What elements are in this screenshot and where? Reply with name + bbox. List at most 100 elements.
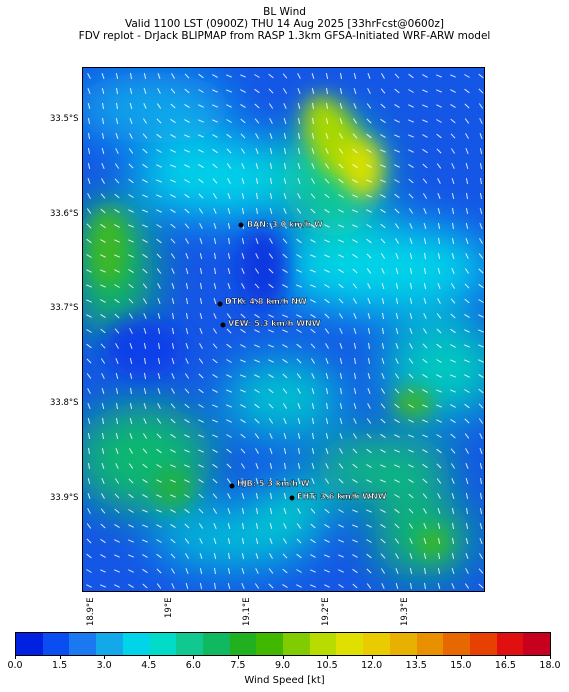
wind-arrow: [380, 568, 386, 574]
wind-arrow: [380, 509, 386, 513]
wind-arrow: [87, 162, 91, 170]
wind-arrow: [87, 117, 91, 125]
wind-arrow: [297, 388, 301, 394]
wind-arrow: [129, 118, 133, 124]
wind-arrow: [142, 554, 148, 558]
wind-arrow: [268, 283, 274, 289]
wind-arrow: [100, 523, 106, 529]
wind-arrow: [408, 73, 414, 79]
wind-arrow: [128, 493, 134, 499]
wind-arrow: [283, 177, 287, 185]
map-title: BL Wind: [263, 6, 306, 18]
wind-arrow: [86, 358, 92, 364]
wind-arrow: [254, 118, 260, 124]
wind-arrow: [394, 479, 400, 483]
wind-arrow: [338, 254, 344, 258]
wind-arrow: [185, 553, 189, 559]
wind-arrow: [422, 74, 428, 78]
wind-arrow: [296, 269, 302, 273]
wind-arrow: [408, 478, 414, 484]
wind-arrow: [184, 403, 190, 409]
wind-arrow: [478, 329, 484, 333]
wind-arrow: [436, 359, 442, 363]
colorbar-tick-mark: [104, 656, 106, 659]
wind-arrow: [311, 387, 315, 395]
wind-arrow: [240, 89, 246, 93]
wind-arrow: [143, 72, 147, 80]
wind-arrow: [100, 584, 106, 588]
wind-arrow: [352, 268, 358, 274]
wind-arrow: [129, 133, 133, 139]
wind-arrow: [170, 509, 176, 513]
wind-arrow: [170, 134, 176, 138]
wind-arrow: [479, 462, 483, 470]
wind-arrow: [394, 494, 400, 498]
wind-arrow: [367, 357, 371, 365]
wind-arrow: [367, 298, 371, 304]
wind-arrow: [114, 328, 120, 334]
wind-arrow: [325, 417, 329, 425]
wind-arrow: [156, 133, 162, 139]
wind-arrow: [172, 312, 174, 320]
wind-arrow: [464, 103, 470, 109]
wind-arrow: [116, 87, 118, 95]
wind-arrow: [157, 388, 161, 394]
wind-arrow: [198, 208, 204, 214]
wind-arrow: [198, 373, 204, 379]
wind-arrow: [240, 313, 246, 319]
wind-arrow: [325, 133, 329, 139]
wind-arrow: [450, 374, 456, 378]
wind-arrow: [143, 418, 147, 424]
wind-arrow: [282, 73, 288, 79]
colorbar-tick-mark: [193, 656, 195, 659]
wind-arrow: [156, 194, 162, 198]
wind-arrow: [100, 208, 106, 214]
wind-arrow: [423, 237, 427, 245]
wind-arrow: [170, 179, 176, 183]
wind-arrow: [465, 492, 469, 500]
wind-arrow: [156, 433, 162, 439]
wind-arrow: [339, 87, 343, 95]
wind-arrow: [142, 179, 148, 183]
wind-arrow: [367, 372, 371, 380]
wind-arrow: [451, 252, 455, 260]
colorbar-tick-mark: [148, 656, 150, 659]
wind-arrow: [325, 148, 329, 154]
wind-arrow: [325, 72, 329, 80]
wind-arrow: [479, 192, 483, 200]
wind-arrow: [87, 493, 91, 499]
wind-arrow: [478, 568, 484, 574]
wind-arrow: [465, 553, 469, 559]
wind-arrow: [128, 178, 134, 184]
wind-arrow: [212, 449, 218, 453]
wind-arrow: [282, 388, 288, 394]
wind-arrow: [86, 284, 92, 288]
wind-arrow: [242, 522, 244, 530]
wind-arrow: [101, 388, 105, 394]
wind-arrow: [296, 553, 302, 559]
wind-arrow: [366, 494, 372, 498]
wind-arrow: [366, 164, 372, 168]
wind-arrow: [353, 418, 357, 424]
wind-arrow: [142, 539, 148, 543]
wind-arrow: [255, 222, 259, 230]
wind-arrow: [241, 507, 245, 515]
wind-arrow: [464, 583, 470, 589]
wind-arrow: [142, 209, 148, 213]
wind-arrow: [478, 583, 484, 589]
wind-arrow: [282, 403, 288, 409]
wind-arrow: [157, 298, 161, 304]
wind-arrow: [450, 433, 456, 439]
wind-arrow: [310, 508, 316, 514]
wind-arrow: [296, 584, 302, 588]
wind-arrow: [282, 268, 288, 274]
wind-arrow: [199, 252, 203, 260]
wind-arrow: [142, 163, 148, 169]
wind-arrow: [409, 238, 413, 244]
wind-arrow: [199, 567, 203, 575]
wind-arrow: [101, 163, 105, 169]
wind-arrow: [325, 387, 329, 395]
wind-arrow: [381, 373, 385, 379]
wind-arrow: [464, 433, 470, 439]
wind-arrow: [142, 298, 148, 304]
